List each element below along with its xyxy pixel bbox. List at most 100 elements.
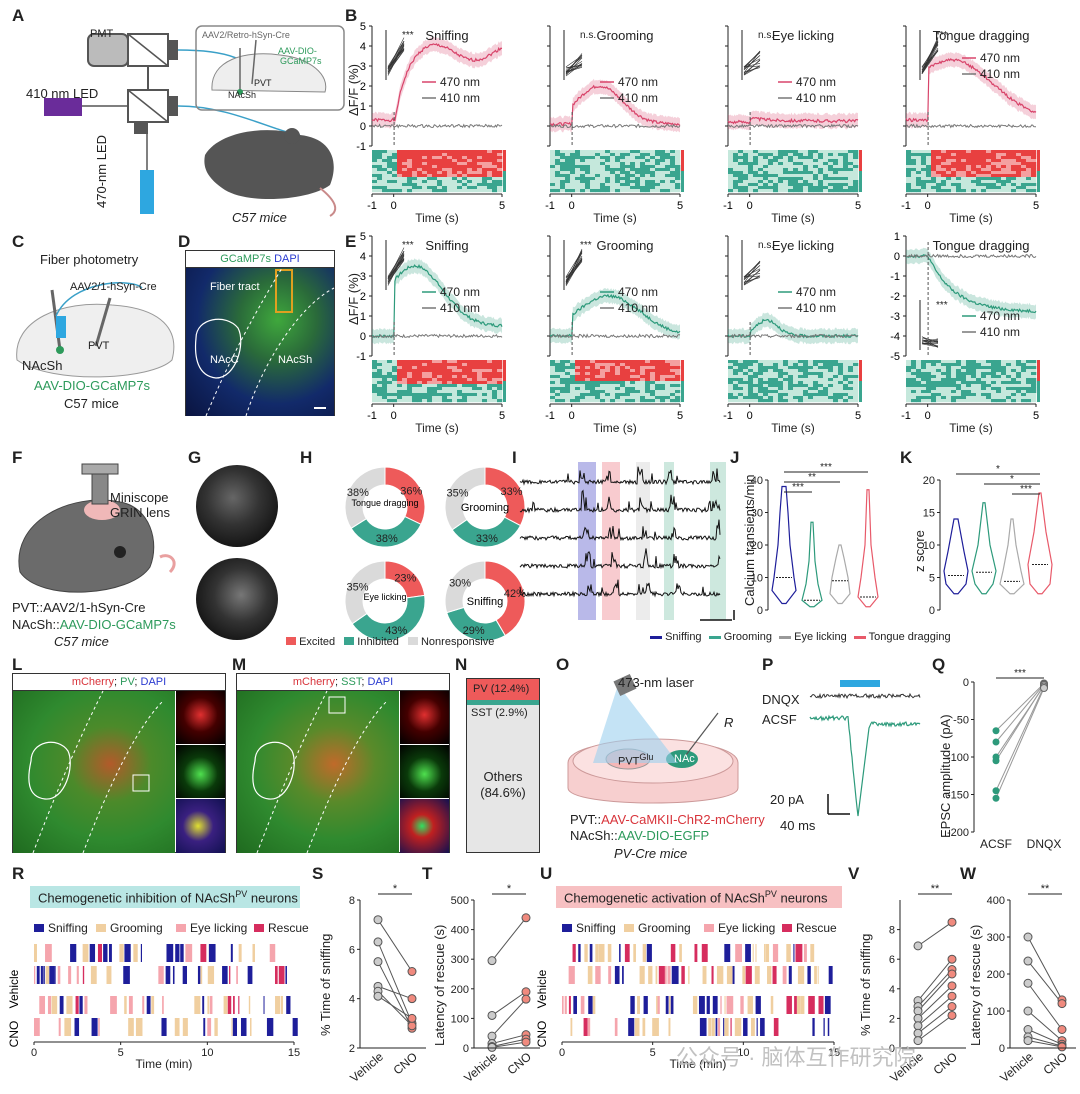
- panel-label-m: M: [232, 655, 247, 674]
- s-cno-point-4: [407, 1021, 417, 1031]
- j-ytick-1: 10: [751, 573, 763, 585]
- v-ytick-1: 2: [889, 1013, 895, 1025]
- svg-text:-1: -1: [723, 200, 733, 212]
- svg-text:0: 0: [747, 410, 753, 422]
- n-sst-label: SST (2.9%): [471, 707, 528, 719]
- svg-text:5: 5: [360, 231, 366, 243]
- n-pv-bar: [467, 679, 539, 701]
- svg-text:-5: -5: [890, 351, 900, 363]
- panel-label-b: B: [345, 6, 358, 25]
- r-title-sup: PV: [235, 889, 248, 899]
- o-pvt: PVT: [618, 755, 640, 768]
- svg-text:5: 5: [855, 200, 861, 212]
- e-legend-410-1: 410 nm: [618, 301, 658, 315]
- b-inset-sig-3: ***: [936, 30, 948, 41]
- h-donut-2-slice-2: [344, 560, 386, 625]
- p-dnqx: DNQX: [762, 692, 800, 707]
- b-legend-470-1: 470 nm: [618, 75, 658, 89]
- e-xlabel-0: Time (s): [415, 421, 459, 435]
- svg-text:4: 4: [360, 251, 366, 263]
- w-vehicle-point-6: [1023, 1036, 1033, 1046]
- w-ytick-2: 200: [987, 969, 1005, 981]
- h-donut-2-pct-0: 23%: [394, 573, 416, 585]
- panel-i-traces: [519, 462, 735, 621]
- k-violin-0: [943, 518, 969, 595]
- h-donut-3-slice-0: [484, 560, 526, 637]
- p-pa: 20 pA: [770, 792, 804, 807]
- f-line2-virus: AAV-DIO-GCaMP7s: [59, 617, 176, 632]
- svg-text:1: 1: [894, 231, 900, 243]
- panel-label-g: G: [188, 448, 202, 467]
- b-title-3: Tongue dragging: [933, 28, 1030, 43]
- c-gcamp-label: AAV-DIO-GCaMP7s: [34, 378, 151, 393]
- svg-text:2: 2: [360, 81, 366, 93]
- q-dnqx-point-5: [1040, 684, 1048, 692]
- u-legend-0: Sniffing: [576, 921, 616, 935]
- v-ytick-0: 0: [889, 1043, 895, 1055]
- c-pvt-label: PVT: [88, 340, 110, 352]
- v-ytick-4: 8: [889, 925, 895, 937]
- n-others-label: Others: [483, 769, 523, 784]
- panel-label-l: L: [12, 655, 23, 674]
- k-ytick-4: 20: [923, 475, 935, 487]
- b-xlabel-2: Time (s): [771, 211, 815, 225]
- t-vehicle-point-1: [487, 1010, 497, 1020]
- panel-p-traces: [809, 680, 921, 817]
- k-sig-0: *: [996, 464, 1000, 475]
- h-donut-1-pct-0: 33%: [501, 486, 523, 498]
- panel-label-u: U: [540, 864, 553, 883]
- q-acsf-point-5: [992, 794, 1000, 802]
- e-inset-sig-2: n.s.: [758, 240, 774, 251]
- s-cno-point-0: [407, 967, 417, 977]
- jk-legend-tongue: Tongue dragging: [868, 631, 951, 643]
- panel-o-schematic: [567, 673, 739, 804]
- e-legend-410-2: 410 nm: [796, 301, 836, 315]
- panel-m-image: mCherry; SST; DAPI: [236, 673, 450, 854]
- v-vehicle-point-5: [913, 1021, 923, 1031]
- e-trace-3: -5 -4 -3 -2 -1 0 1 -1 0 5 Time (s) Tongue dragging *…: [890, 231, 1040, 435]
- r-legend-2: Eye licking: [190, 921, 247, 935]
- u-ethogram: Sniffing Grooming Eye licking Rescue Vehicle…: [535, 921, 840, 1071]
- h-donut-2-pct-2: 35%: [347, 582, 369, 594]
- svg-text:1: 1: [360, 311, 366, 323]
- o-glu: Glu: [639, 752, 654, 762]
- e-title-0: Sniffing: [425, 238, 468, 253]
- c-virus-label: AAV2/1-hSyn-Cre: [70, 281, 157, 293]
- s-cno-point-3: [407, 994, 417, 1004]
- o-line1: PVT::AAV-CaMKII-ChR2-mCherry: [570, 812, 765, 827]
- v-ytick-2: 4: [889, 984, 895, 996]
- q-sig: ***: [1014, 668, 1026, 679]
- e-inset-sig-1: ***: [580, 240, 592, 251]
- r-legend-0: Sniffing: [48, 921, 88, 935]
- e-title-2: Eye licking: [772, 238, 834, 253]
- q-acsf-point-4: [992, 787, 1000, 795]
- u-xtick-2: 10: [737, 1047, 749, 1059]
- e-legend-470-1: 470 nm: [618, 285, 658, 299]
- r-xtick-3: 15: [288, 1047, 300, 1059]
- svg-text:0: 0: [360, 331, 366, 343]
- v-cno-point-3: [947, 969, 957, 979]
- svg-text:3: 3: [360, 271, 366, 283]
- w-vehicle-point-1: [1023, 956, 1033, 966]
- o-nac-label: NAc: [674, 753, 695, 765]
- t-ytick-4: 400: [451, 925, 469, 937]
- q-ytick-4: -200: [947, 827, 969, 839]
- nacsh-label-a: NAcSh: [228, 90, 257, 100]
- h-donut-3-slice-2: [444, 560, 486, 614]
- t-ytick-2: 200: [451, 984, 469, 996]
- v-ylabel: % Time of sniffing: [858, 933, 873, 1036]
- d-dapi-label: DAPI: [274, 253, 300, 265]
- v-cno-point-4: [947, 981, 957, 991]
- q-ytick-3: -150: [947, 790, 969, 802]
- r-row-cno: CNO: [7, 1021, 21, 1048]
- u-title-box: [556, 886, 842, 908]
- t-sig: *: [507, 883, 512, 895]
- t-vehicle-point-0: [487, 956, 497, 966]
- r-xtick-2: 10: [201, 1047, 213, 1059]
- panel-label-e: E: [345, 232, 357, 251]
- panel-label-p: P: [762, 655, 774, 674]
- s-ytick-0: 2: [349, 1043, 355, 1055]
- led470-label: 470-nm LED: [94, 135, 109, 208]
